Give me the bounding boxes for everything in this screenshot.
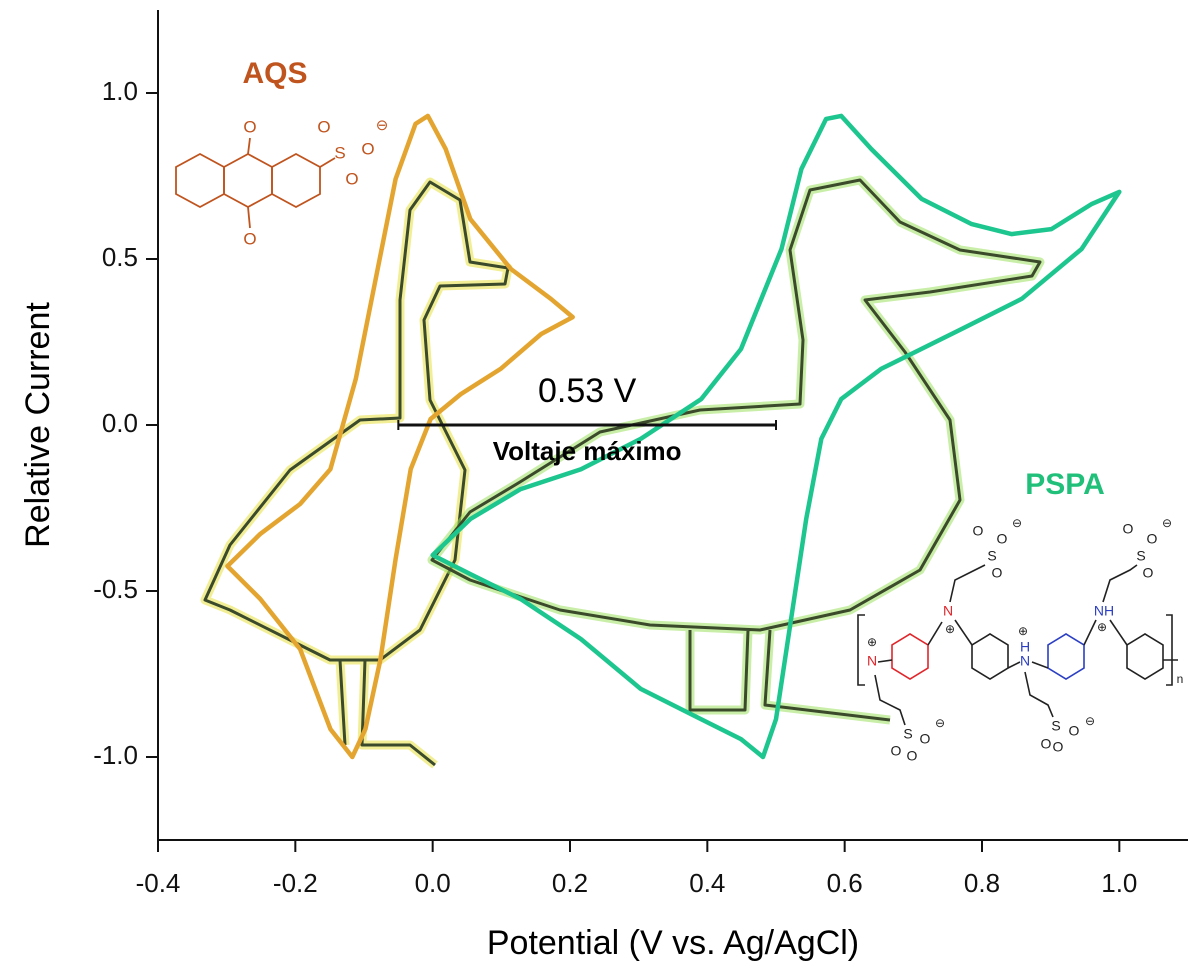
aqs-structure: [175, 137, 336, 229]
series-label: AQS: [242, 57, 307, 90]
atom-label: S: [1136, 548, 1145, 564]
atom-label: N: [943, 603, 953, 619]
atom-label: O: [1069, 723, 1080, 739]
atom-label: ⊕: [867, 635, 877, 649]
atom-label: ⊖: [1162, 516, 1172, 530]
atom-label: O: [345, 169, 358, 188]
atom-label: O: [891, 743, 902, 759]
duck-right: [427, 175, 1045, 725]
annotation-caption: Voltaje máximo: [493, 436, 682, 466]
duck-left: [200, 177, 513, 769]
atom-label: O: [361, 139, 374, 158]
atom-label: ⊖: [935, 716, 945, 730]
x-tick-label: 0.0: [415, 868, 451, 898]
atom-label: O: [1053, 739, 1064, 755]
x-tick-label: -0.2: [273, 868, 318, 898]
atom-label: O: [1143, 565, 1154, 581]
atom-label: S: [1051, 718, 1060, 734]
y-tick-label: 1.0: [102, 76, 138, 106]
cv-curve: [430, 113, 1122, 760]
y-tick-label: 0.0: [102, 408, 138, 438]
x-axis-title: Potential (V vs. Ag/AgCl): [487, 924, 859, 962]
atom-label: O: [973, 523, 984, 539]
x-tick-label: 0.2: [552, 868, 588, 898]
x-tick-label: 0.6: [827, 868, 863, 898]
atom-label: ⊖: [1012, 516, 1022, 530]
atom-label: S: [334, 143, 345, 162]
atom-label: N: [1020, 653, 1030, 669]
annotation-value: 0.53 V: [538, 372, 637, 410]
atom-label: O: [1123, 521, 1134, 537]
y-tick-label: -0.5: [93, 574, 138, 604]
cv-curve: [225, 113, 575, 760]
atom-label: O: [317, 117, 330, 136]
atom-label: ⊕: [1018, 624, 1028, 638]
pspa-structure: [857, 564, 1178, 726]
atom-label: ⊕: [945, 622, 955, 636]
y-axis-title: Relative Current: [19, 302, 57, 548]
atom-label: O: [243, 229, 256, 248]
atom-label: O: [992, 565, 1003, 581]
x-tick-label: 0.4: [689, 868, 725, 898]
y-tick-label: -1.0: [93, 740, 138, 770]
atom-label: ⊖: [1085, 714, 1095, 728]
atom-label: n: [1177, 672, 1184, 686]
atom-label: O: [907, 748, 918, 764]
atom-label: ⊕: [1097, 620, 1107, 634]
atom-label: O: [1147, 531, 1158, 547]
atom-label: N: [867, 653, 877, 669]
atom-label: O: [243, 117, 256, 136]
atom-label: NH: [1094, 603, 1114, 619]
y-tick-label: 0.5: [102, 242, 138, 272]
atom-label: O: [997, 531, 1008, 547]
atom-label: S: [987, 548, 996, 564]
atom-label: O: [1041, 736, 1052, 752]
x-tick-label: 0.8: [964, 868, 1000, 898]
x-tick-label: -0.4: [136, 868, 181, 898]
atom-label: S: [903, 726, 912, 742]
x-tick-label: 1.0: [1101, 868, 1137, 898]
atom-label: ⊖: [376, 117, 389, 134]
series-label: PSPA: [1025, 468, 1104, 501]
atom-label: H: [1020, 639, 1030, 655]
atom-label: O: [920, 731, 931, 747]
